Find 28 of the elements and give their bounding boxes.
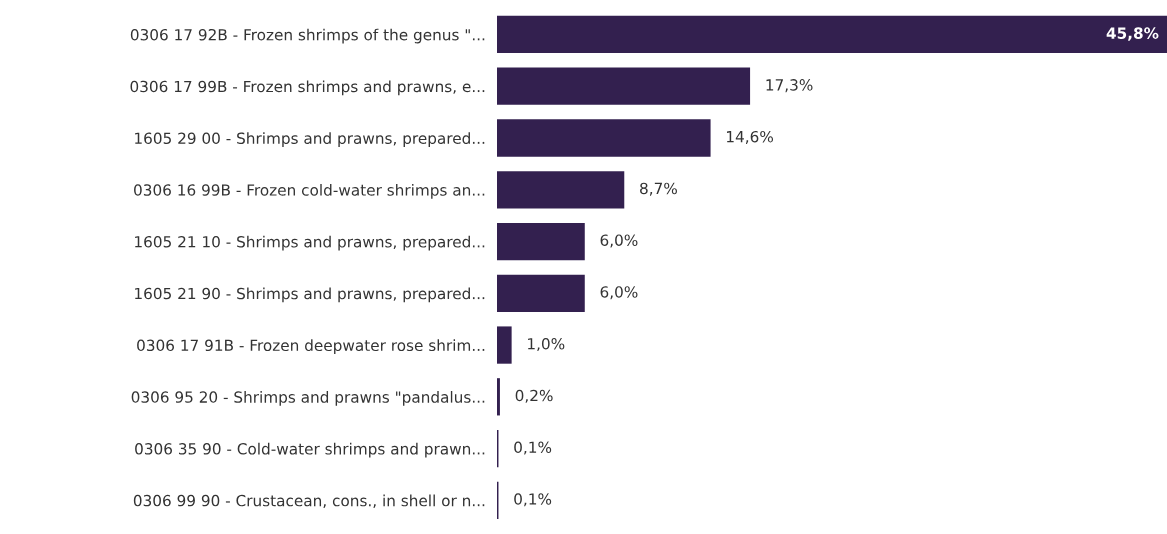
- y-tick-label: 1605 21 90 - Shrimps and prawns, prepared...: [135, 287, 485, 303]
- bar: [497, 15, 1167, 54]
- bar: [497, 378, 500, 416]
- data-label: 45,8%: [1106, 27, 1159, 41]
- data-label: 14,6%: [727, 130, 774, 144]
- y-tick-label: 0306 17 91B - Frozen deepwater rose shrim...: [137, 339, 485, 355]
- data-label: 0,1%: [514, 441, 552, 455]
- data-label: 0,2%: [515, 389, 553, 403]
- bar: [497, 171, 625, 209]
- bar: [497, 119, 711, 157]
- bar: [497, 222, 585, 261]
- y-tick-label: 1605 29 00 - Shrimps and prawns, prepared...: [135, 132, 485, 147]
- data-label: 6,0%: [600, 234, 638, 248]
- data-label: 6,0%: [600, 286, 638, 300]
- y-tick-label: 0306 17 99B - Frozen shrimps and prawns, e...: [130, 80, 485, 96]
- y-tick-label: 0306 16 99B - Frozen cold-water shrimps an...: [134, 183, 485, 199]
- data-label: 8,7%: [640, 182, 677, 196]
- data-label: 17,3%: [766, 79, 813, 93]
- data-label: 1,0%: [528, 337, 565, 352]
- y-tick-label: 0306 95 20 - Shrimps and prawns "pandalus...: [131, 391, 485, 406]
- bar: [497, 326, 512, 364]
- bar: [497, 274, 585, 312]
- bar: [497, 67, 751, 105]
- y-tick-label: 1605 21 10 - Shrimps and prawns, prepared...: [135, 235, 485, 251]
- y-tick-label: 0306 99 90 - Crustacean, cons., in shell or n...: [133, 494, 485, 508]
- data-label: 0,1%: [514, 493, 552, 507]
- y-tick-label: 0306 17 92B - Frozen shrimps of the genus "...: [130, 28, 485, 44]
- y-tick-label: 0306 35 90 - Cold-water shrimps and prawn...: [135, 442, 485, 458]
